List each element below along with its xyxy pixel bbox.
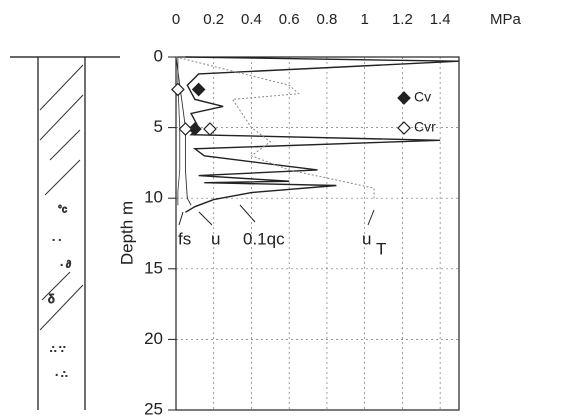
marker [178,122,193,136]
annotation: 0.1qc [243,229,285,248]
legend-label: Cv [414,89,431,105]
svg-text:· ∂: · ∂ [60,260,71,271]
x-tick-label: 0.6 [279,11,300,28]
annotation: u [211,229,220,248]
legend-label: Cvr [414,119,436,135]
legend-marker [397,121,411,135]
x-unit: MPa [490,11,522,28]
svg-text:∴ ∵: ∴ ∵ [50,345,66,356]
svg-text:· ∴: · ∴ [55,370,67,381]
annotation: T [376,239,386,258]
y-tick-label: 15 [144,258,163,277]
annotation-arrows [178,204,375,226]
y-tick-label: 5 [154,117,163,136]
x-tick-label: 1 [360,11,368,28]
x-tick-label: 0.4 [241,11,262,28]
marker [188,122,202,136]
y-tick-label: 20 [144,329,163,348]
y-tick-label: 10 [144,188,163,207]
profile-line [175,56,375,199]
x-tick-label: 0.8 [317,11,338,28]
soil-column: °c · · · ∂ δ ∴ ∵ · ∴ [10,56,120,410]
svg-text:· ·: · · [52,235,61,246]
marker [191,82,206,97]
plot-frame [175,56,460,411]
x-tick-label: 0 [172,11,180,28]
annotation: u [362,229,371,248]
legend-marker [397,91,411,105]
svg-text:δ: δ [48,292,55,306]
annotation: fs [178,229,191,248]
y-tick-label: 0 [154,46,163,65]
marker [203,122,217,136]
y-tick-label: 25 [144,399,163,418]
x-tick-label: 1.2 [392,11,413,28]
x-tick-label: 1.4 [430,11,451,28]
profile-line [185,56,460,213]
profile-line [177,57,181,206]
x-tick-label: 0.2 [203,11,224,28]
marker [171,82,185,97]
y-axis-label: Depth m [117,201,136,265]
svg-text:°c: °c [58,205,67,216]
